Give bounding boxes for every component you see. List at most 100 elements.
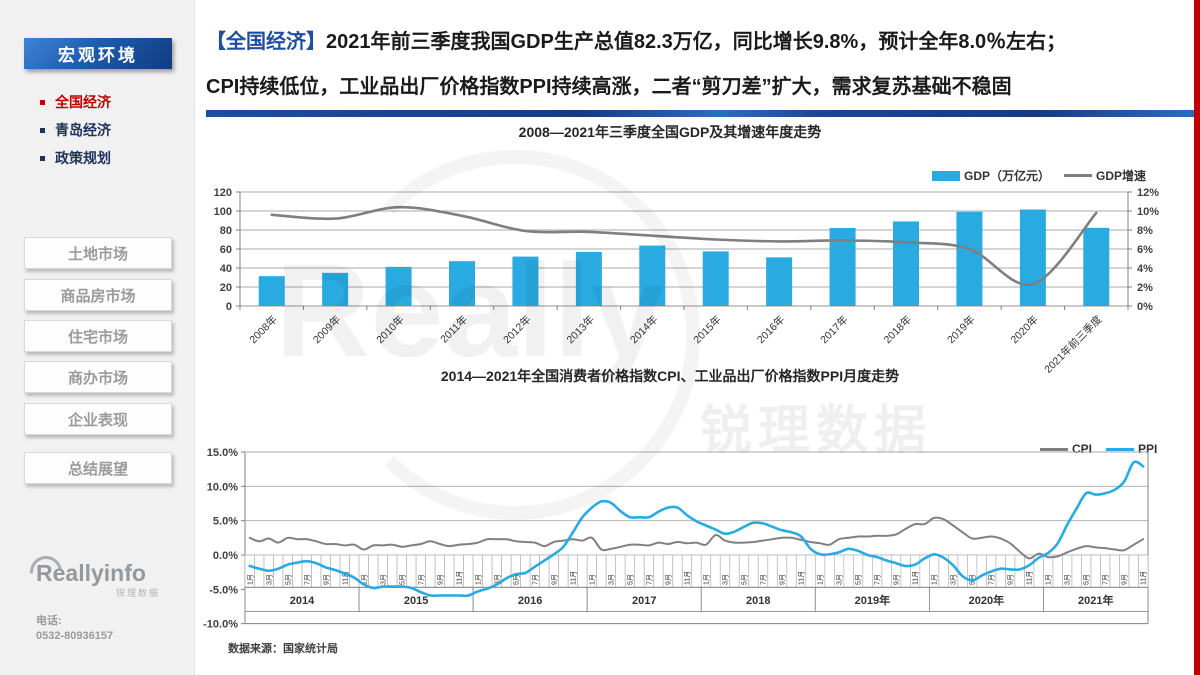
svg-text:3月: 3月 bbox=[379, 574, 387, 585]
svg-text:2011年: 2011年 bbox=[438, 313, 471, 346]
svg-text:7月: 7月 bbox=[988, 574, 996, 585]
svg-text:3月: 3月 bbox=[265, 574, 273, 585]
svg-text:-5.0%: -5.0% bbox=[209, 584, 238, 596]
cpi-ppi-chart-title: 2014—2021年全国消费者价格指数CPI、工业品出厂价格指数PPI月度走势 bbox=[440, 368, 900, 384]
svg-text:9月: 9月 bbox=[779, 574, 787, 585]
svg-text:1月: 1月 bbox=[360, 574, 368, 585]
red-edge-strip bbox=[1194, 0, 1200, 675]
svg-text:9月: 9月 bbox=[1121, 574, 1129, 585]
sidebar-button-residential-market[interactable]: 住宅市场 bbox=[24, 320, 172, 352]
sidebar-menu: 全国经济 青岛经济 政策规划 bbox=[40, 88, 111, 172]
svg-text:5.0%: 5.0% bbox=[213, 516, 238, 528]
bullet-icon bbox=[40, 155, 45, 161]
svg-text:11月: 11月 bbox=[1140, 571, 1148, 585]
contact-phone: 0532-80936157 bbox=[36, 630, 114, 642]
svg-text:9月: 9月 bbox=[664, 574, 672, 585]
svg-text:2010年: 2010年 bbox=[374, 313, 407, 346]
headline-line1: 2021年前三季度我国GDP生产总值82.3万亿，同比增长9.8%，预计全年8.… bbox=[326, 31, 1067, 53]
svg-text:5月: 5月 bbox=[1083, 574, 1091, 585]
cpi-line-swatch-icon bbox=[1040, 447, 1068, 451]
svg-text:10.0%: 10.0% bbox=[207, 481, 238, 493]
svg-text:11月: 11月 bbox=[341, 571, 349, 585]
svg-text:2017: 2017 bbox=[632, 595, 656, 607]
svg-text:2014: 2014 bbox=[290, 595, 315, 607]
svg-text:5月: 5月 bbox=[512, 574, 520, 585]
svg-text:5月: 5月 bbox=[398, 574, 406, 585]
gdp-chart-legend: GDP（万亿元） GDP增速 bbox=[932, 167, 1146, 184]
bullet-icon bbox=[40, 99, 45, 105]
svg-text:2017年: 2017年 bbox=[818, 313, 851, 346]
sidebar-button-land-market[interactable]: 土地市场 bbox=[24, 237, 172, 269]
svg-text:1月: 1月 bbox=[1045, 574, 1053, 585]
svg-text:120: 120 bbox=[214, 187, 232, 199]
svg-text:11月: 11月 bbox=[912, 571, 920, 585]
sidebar-button-summary-outlook[interactable]: 总结展望 bbox=[24, 452, 172, 484]
svg-text:2020年: 2020年 bbox=[969, 593, 1004, 607]
sidebar-button-commercial-office-market[interactable]: 商办市场 bbox=[24, 361, 172, 393]
sidebar-item-label: 全国经济 bbox=[55, 94, 111, 110]
svg-text:8%: 8% bbox=[1137, 225, 1153, 237]
svg-text:5月: 5月 bbox=[626, 574, 634, 585]
bullet-icon bbox=[40, 127, 45, 133]
svg-text:1月: 1月 bbox=[474, 574, 482, 585]
logo-brand: Reallyinfo bbox=[36, 560, 146, 586]
svg-text:2019年: 2019年 bbox=[944, 313, 977, 346]
gdp-growth-line-swatch-icon bbox=[1064, 174, 1093, 177]
cpi-ppi-line-chart: 15.0% 10.0% 5.0% 0.0% -5.0% -10.0% 1月 3月 5月 7月 9月 1… bbox=[203, 447, 1149, 631]
sidebar-button-enterprise-performance[interactable]: 企业表现 bbox=[24, 403, 172, 435]
svg-text:100: 100 bbox=[214, 206, 232, 218]
svg-text:1月: 1月 bbox=[817, 574, 825, 585]
gdp-bar-swatch-icon bbox=[932, 170, 960, 181]
sidebar-item-label: 青岛经济 bbox=[55, 122, 111, 138]
svg-text:9月: 9月 bbox=[322, 574, 330, 585]
svg-text:2015年: 2015年 bbox=[691, 313, 724, 346]
svg-text:2008年: 2008年 bbox=[247, 313, 280, 346]
ppi-line-swatch-icon bbox=[1106, 447, 1135, 451]
svg-text:6%: 6% bbox=[1137, 244, 1153, 256]
contact-block: 电话: 0532-80936157 bbox=[36, 614, 113, 644]
svg-text:3月: 3月 bbox=[607, 574, 615, 585]
legend-label-gdp: GDP（万亿元） bbox=[964, 169, 1051, 183]
svg-text:20: 20 bbox=[220, 282, 232, 294]
svg-text:1月: 1月 bbox=[588, 574, 596, 585]
svg-text:1月: 1月 bbox=[246, 574, 254, 585]
sidebar-item-qingdao-economy[interactable]: 青岛经济 bbox=[40, 116, 111, 144]
sidebar-item-national-economy[interactable]: 全国经济 bbox=[40, 88, 111, 116]
svg-text:0.0%: 0.0% bbox=[213, 550, 238, 562]
sidebar-item-policy-planning[interactable]: 政策规划 bbox=[40, 144, 111, 172]
svg-text:7月: 7月 bbox=[417, 574, 425, 585]
svg-text:11月: 11月 bbox=[683, 571, 691, 585]
sidebar-button-commodity-housing-market[interactable]: 商品房市场 bbox=[24, 279, 172, 311]
headline: 【全国经济】2021年前三季度我国GDP生产总值82.3万亿，同比增长9.8%，… bbox=[206, 20, 1186, 110]
svg-text:3月: 3月 bbox=[493, 574, 501, 585]
svg-text:9月: 9月 bbox=[550, 574, 558, 585]
svg-text:1月: 1月 bbox=[703, 574, 711, 585]
headline-line2: CPI持续低位，工业品出厂价格指数PPI持续高涨，二者“剪刀差”扩大，需求复苏基… bbox=[206, 76, 1012, 98]
svg-text:9月: 9月 bbox=[436, 574, 444, 585]
svg-text:11月: 11月 bbox=[455, 571, 463, 585]
svg-text:80: 80 bbox=[220, 225, 232, 237]
svg-text:2021年: 2021年 bbox=[1078, 593, 1113, 607]
svg-text:9月: 9月 bbox=[1007, 574, 1015, 585]
svg-text:3月: 3月 bbox=[1064, 574, 1072, 585]
logo-subtitle: 锐理数据 bbox=[116, 588, 161, 598]
legend-label-cpi: CPI bbox=[1072, 442, 1093, 456]
svg-text:3月: 3月 bbox=[722, 574, 730, 585]
svg-text:15.0%: 15.0% bbox=[207, 447, 238, 459]
svg-text:2015: 2015 bbox=[404, 595, 428, 607]
svg-text:7月: 7月 bbox=[645, 574, 653, 585]
svg-text:3月: 3月 bbox=[950, 574, 958, 585]
svg-text:7月: 7月 bbox=[1102, 574, 1110, 585]
sidebar-section-header[interactable]: 宏观环境 bbox=[24, 38, 172, 69]
svg-text:3月: 3月 bbox=[836, 574, 844, 585]
svg-text:11月: 11月 bbox=[798, 571, 806, 585]
svg-text:2018年: 2018年 bbox=[881, 313, 914, 346]
svg-text:4%: 4% bbox=[1137, 263, 1153, 275]
svg-text:5月: 5月 bbox=[855, 574, 863, 585]
svg-text:11月: 11月 bbox=[1026, 571, 1034, 585]
svg-text:9月: 9月 bbox=[893, 574, 901, 585]
svg-text:12%: 12% bbox=[1137, 187, 1159, 199]
svg-text:7月: 7月 bbox=[760, 574, 768, 585]
svg-text:2012年: 2012年 bbox=[500, 313, 533, 346]
